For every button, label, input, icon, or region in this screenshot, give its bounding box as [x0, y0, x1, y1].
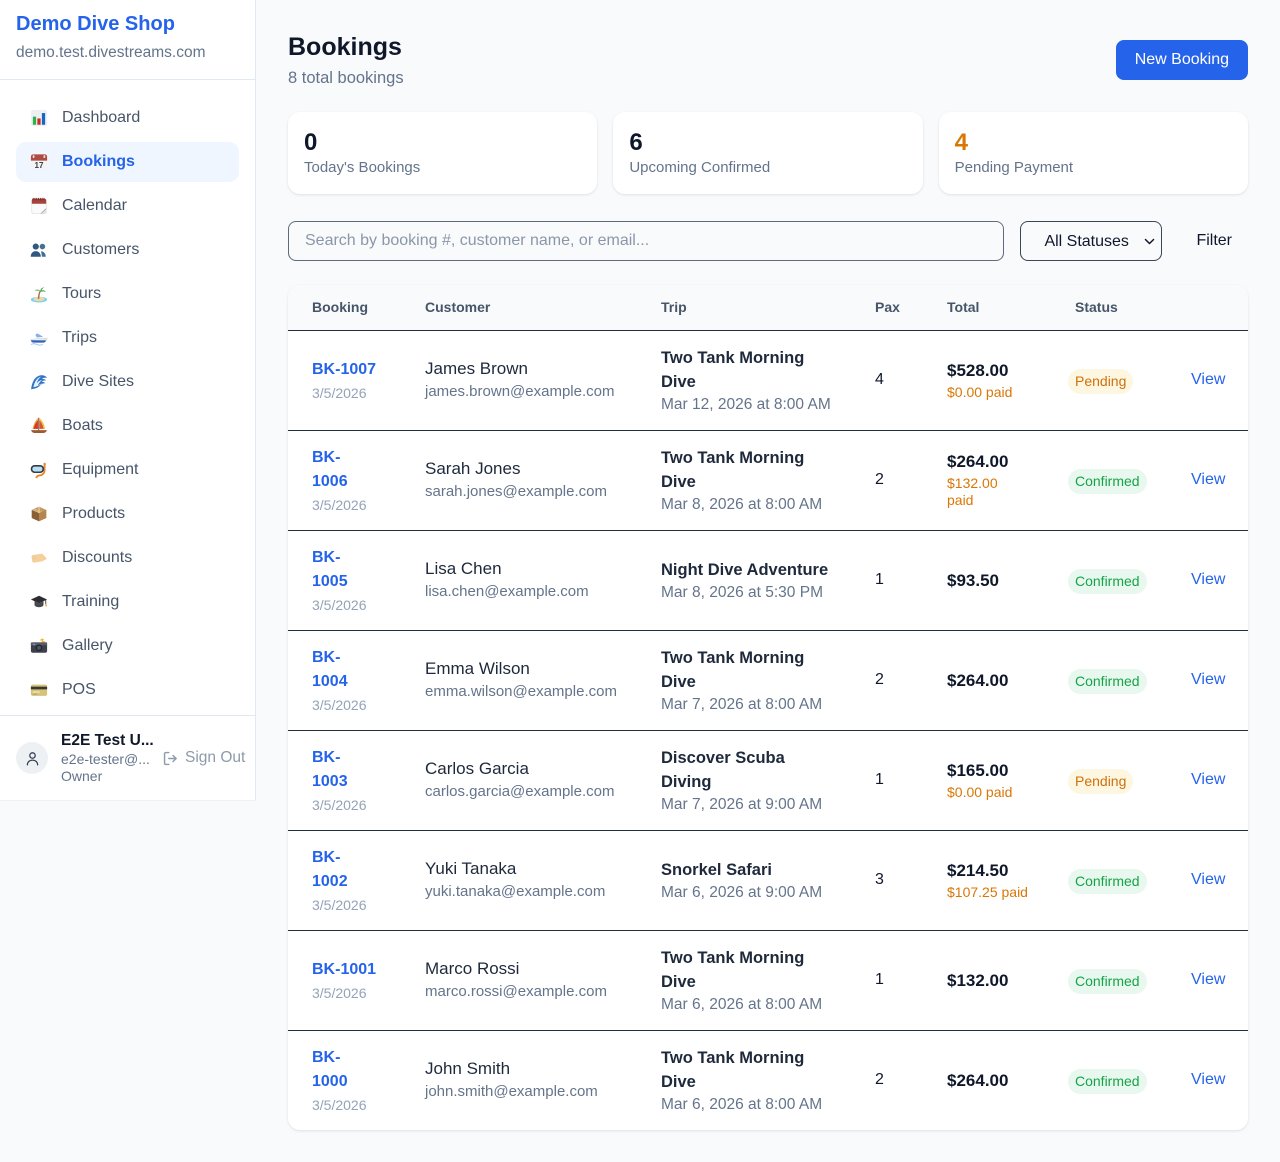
svg-text:17: 17 [35, 161, 44, 170]
